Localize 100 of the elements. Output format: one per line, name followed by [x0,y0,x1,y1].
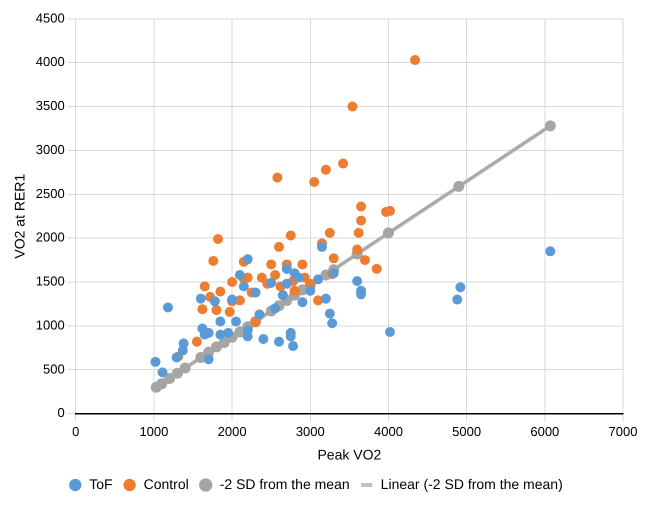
point [286,230,296,240]
point [352,276,362,286]
point [150,356,160,367]
x-tick-label: 6000 [530,424,560,439]
x-axis-title: Peak VO2 [317,446,382,462]
point [208,256,218,266]
point [309,176,320,187]
legend-label: -2 SD from the mean [220,476,350,492]
point [227,277,238,287]
x-tick-label: 3000 [296,424,325,439]
y-tick-label: 500 [43,361,65,376]
point [297,259,308,270]
x-tick-label: 0 [72,424,80,439]
point [215,286,226,297]
x-tick-label: 4000 [374,424,403,439]
point [164,373,176,384]
y-tick-label: 3000 [36,142,65,157]
point [270,270,280,280]
y-tick-label: 2000 [36,230,65,245]
point [230,316,241,326]
point [352,244,362,255]
y-tick-label: 1000 [36,317,65,332]
y-tick-label: 3500 [36,98,65,114]
point [156,378,168,390]
point [210,296,220,306]
point [274,242,284,252]
point [266,259,276,270]
point [172,368,183,379]
point [455,282,466,292]
point [410,55,420,66]
point [305,286,316,296]
point [316,242,327,252]
point [180,362,191,374]
point [211,305,222,316]
y-tick-label: 2500 [36,186,65,201]
point [320,164,331,175]
point [223,328,234,338]
point [297,297,308,308]
y-tick-label: 4000 [36,54,65,70]
point [210,341,222,352]
x-tick-label: 7000 [608,424,638,439]
point [270,303,280,314]
point [356,216,366,226]
point [288,341,298,352]
point [200,281,210,292]
point [356,202,366,212]
point [197,304,208,314]
point [385,327,396,338]
x-tick-label: 5000 [452,424,482,439]
point [452,294,462,305]
point [158,367,168,378]
point [215,330,226,340]
y-tick-label: 4500 [36,10,65,26]
point [324,308,335,319]
legend-label: Control [144,476,189,492]
point [290,286,300,296]
legend-label: ToF [89,476,113,492]
point [360,255,370,266]
point [320,294,331,304]
x-tick-label: 2000 [218,424,247,439]
point [294,272,304,283]
point [258,334,268,344]
point [327,318,338,328]
point [282,264,292,274]
point [213,234,224,244]
point [313,274,324,284]
point [274,336,284,347]
y-tick-label: 1500 [36,274,65,289]
point [234,270,245,280]
point [178,338,189,348]
x-tick-label: 1000 [139,424,168,439]
point [338,158,348,169]
point [282,278,292,289]
point [382,227,394,238]
point [328,253,339,264]
y-axis-title: VO2 at RER1 [11,174,28,259]
point [250,288,261,298]
point [162,302,173,312]
point [254,309,264,320]
point [272,172,282,183]
y-tick-label: 0 [57,405,65,420]
point [313,295,324,306]
legend-label: Linear (-2 SD from the mean) [380,476,563,492]
point [215,316,226,326]
point [256,272,267,283]
point [545,246,556,256]
point [347,102,358,112]
point [324,228,335,238]
point [372,264,382,274]
point [242,254,253,264]
point [224,306,235,317]
point [354,228,364,238]
point [192,336,202,347]
point [544,120,556,132]
point [196,294,206,304]
point [238,281,249,292]
point [453,180,464,192]
point [266,278,276,288]
point [204,354,214,364]
point [218,337,230,348]
